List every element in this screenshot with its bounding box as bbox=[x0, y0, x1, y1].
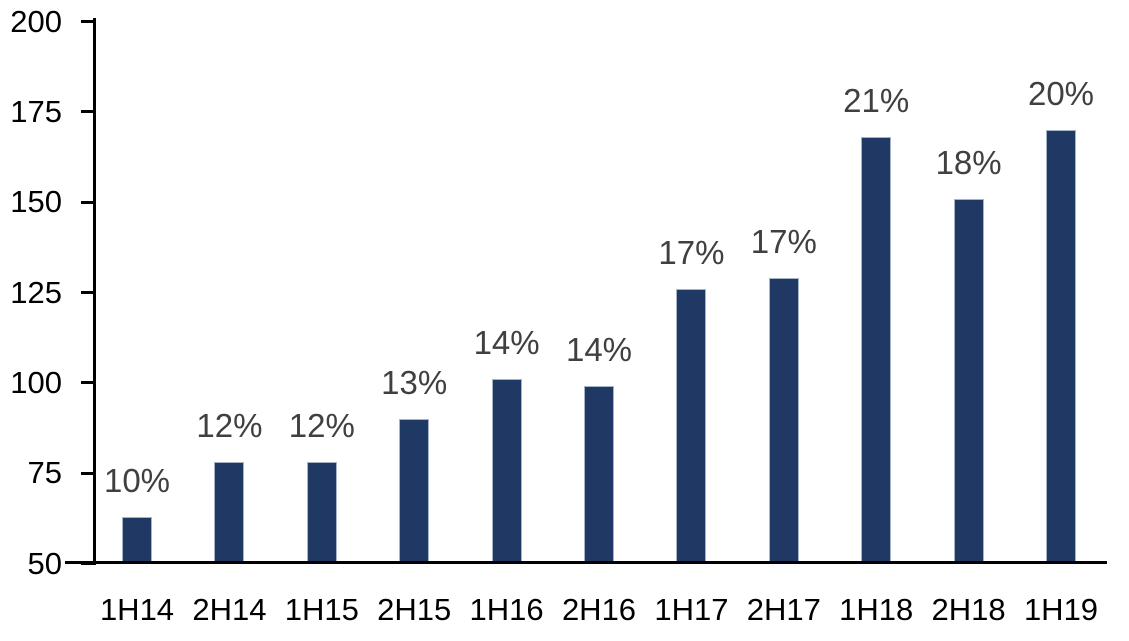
x-tick-label-2H17: 2H17 bbox=[746, 592, 821, 627]
data-label-1H19: 20% bbox=[1027, 74, 1095, 112]
y-tick-mark bbox=[81, 110, 96, 114]
bar-1H17 bbox=[676, 288, 707, 564]
data-label-1H16: 14% bbox=[473, 324, 540, 362]
y-tick-mark bbox=[81, 200, 96, 204]
bar-2H18 bbox=[953, 198, 984, 564]
y-tick-mark bbox=[81, 381, 96, 385]
bar-1H14 bbox=[122, 516, 152, 564]
y-tick-label: 50 bbox=[27, 545, 62, 581]
y-tick-label: 75 bbox=[27, 455, 62, 491]
x-tick-label-1H17: 1H17 bbox=[654, 592, 729, 627]
x-tick-label-1H19: 1H19 bbox=[1023, 592, 1099, 627]
data-label-2H16: 14% bbox=[565, 331, 633, 369]
bar-1H16 bbox=[491, 379, 522, 564]
data-label-1H14: 10% bbox=[103, 461, 171, 499]
x-tick-label-2H16: 2H16 bbox=[561, 592, 637, 627]
data-label-1H17: 17% bbox=[658, 233, 725, 271]
y-tick-label: 175 bbox=[10, 93, 62, 129]
data-label-1H18: 21% bbox=[843, 82, 910, 120]
data-label-2H17: 17% bbox=[750, 223, 817, 261]
bar-2H16 bbox=[584, 386, 614, 564]
x-tick-label-1H16: 1H16 bbox=[469, 592, 544, 627]
x-axis-line bbox=[65, 561, 1107, 564]
x-tick-label-1H14: 1H14 bbox=[99, 592, 175, 627]
y-tick-label: 150 bbox=[10, 184, 62, 220]
data-label-2H14: 12% bbox=[196, 407, 263, 445]
x-tick-label-2H15: 2H15 bbox=[377, 592, 452, 627]
x-tick-label-1H18: 1H18 bbox=[839, 592, 914, 627]
bar-2H17 bbox=[768, 278, 799, 564]
y-tick-label: 100 bbox=[10, 364, 62, 400]
y-tick-mark bbox=[81, 291, 96, 294]
y-tick-label: 200 bbox=[10, 3, 62, 39]
bar-1H19 bbox=[1046, 129, 1076, 564]
x-tick-label-2H14: 2H14 bbox=[192, 592, 267, 627]
bar-2H14 bbox=[214, 462, 245, 564]
data-label-1H15: 12% bbox=[288, 407, 355, 445]
bar-2H15 bbox=[399, 418, 430, 564]
data-label-2H15: 13% bbox=[381, 363, 448, 401]
x-tick-label-1H15: 1H15 bbox=[284, 592, 359, 627]
y-tick-mark bbox=[81, 562, 96, 565]
y-tick-label: 125 bbox=[10, 274, 62, 310]
bar-1H18 bbox=[861, 137, 892, 564]
y-tick-mark bbox=[81, 20, 96, 23]
data-label-2H18: 18% bbox=[935, 143, 1002, 181]
y-tick-mark bbox=[81, 471, 96, 475]
x-tick-label-2H18: 2H18 bbox=[931, 592, 1006, 627]
bar-1H15 bbox=[306, 462, 337, 564]
